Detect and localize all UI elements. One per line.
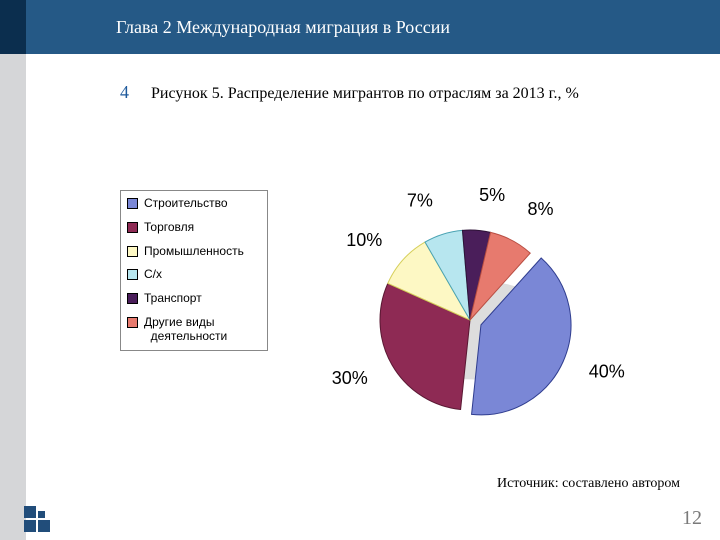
legend-label: С/х [144, 268, 261, 282]
legend-swatch [127, 222, 138, 233]
slice-label: 7% [407, 190, 433, 210]
left-strip-dark [0, 0, 26, 54]
legend-label: Строительство [144, 197, 261, 211]
slice-label: 5% [479, 185, 505, 205]
legend-label: Промышленность [144, 245, 261, 259]
left-strip-grey [0, 54, 26, 540]
figure-caption-row: 4 Рисунок 5. Распределение мигрантов по … [120, 82, 579, 103]
chapter-header: Глава 2 Международная миграция в России [26, 0, 720, 54]
pie-wrap: 40%30%10%7%5%8% [310, 170, 590, 430]
left-strip [0, 0, 26, 540]
legend-label: Торговля [144, 221, 261, 235]
legend-label: Другие виды деятельности [144, 316, 261, 344]
legend-swatch [127, 317, 138, 328]
chart-source: Источник: составлено автором [497, 476, 680, 492]
legend-swatch [127, 269, 138, 280]
chapter-title: Глава 2 Международная миграция в России [116, 17, 450, 38]
pie-svg: 40%30%10%7%5%8% [310, 170, 590, 430]
legend-item: Транспорт [127, 292, 261, 306]
section-number: 4 [120, 82, 129, 103]
pie-chart: Строительство Торговля Промышленность С/х Тр… [120, 150, 600, 450]
legend-item: Строительство [127, 197, 261, 211]
legend-swatch [127, 246, 138, 257]
slice-label: 40% [589, 362, 625, 382]
figure-caption: Рисунок 5. Распределение мигрантов по от… [151, 85, 579, 103]
legend-item: Промышленность [127, 245, 261, 259]
chart-legend: Строительство Торговля Промышленность С/х Тр… [120, 190, 268, 351]
corner-decoration [24, 502, 60, 532]
legend-swatch [127, 198, 138, 209]
slice-label: 10% [346, 230, 382, 250]
page-number: 12 [682, 507, 702, 530]
legend-item: Торговля [127, 221, 261, 235]
legend-swatch [127, 293, 138, 304]
legend-label: Транспорт [144, 292, 261, 306]
slice-label: 8% [527, 199, 553, 219]
legend-item: Другие виды деятельности [127, 316, 261, 344]
slice-label: 30% [332, 368, 368, 388]
legend-item: С/х [127, 268, 261, 282]
